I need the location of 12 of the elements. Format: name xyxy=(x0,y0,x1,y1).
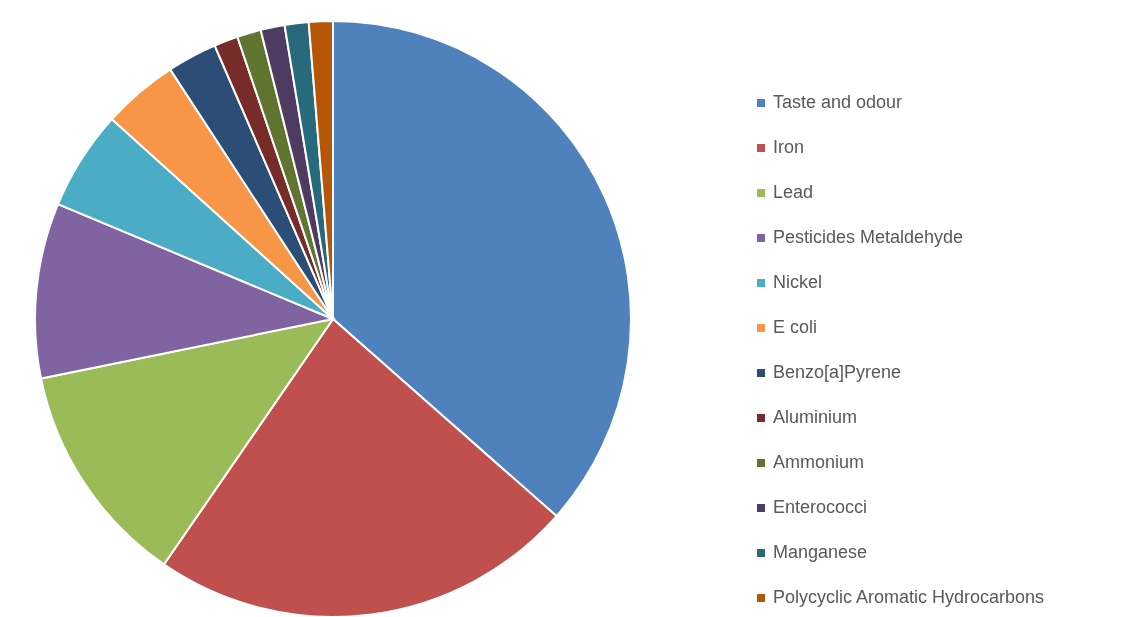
legend-label: Manganese xyxy=(773,542,868,563)
legend-label: Lead xyxy=(773,182,814,203)
legend-label: Pesticides Metaldehyde xyxy=(773,227,964,248)
legend-label: Nickel xyxy=(773,272,823,293)
legend-label: Aluminium xyxy=(773,407,858,428)
legend-label: Iron xyxy=(773,137,805,158)
legend-label: Polycyclic Aromatic Hydrocarbons xyxy=(773,587,1045,608)
legend-label: E coli xyxy=(773,317,818,338)
legend-label: Taste and odour xyxy=(773,92,903,113)
legend-label: Enterococci xyxy=(773,497,868,518)
legend-label: Ammonium xyxy=(773,452,865,473)
legend-label: Benzo[a]Pyrene xyxy=(773,362,902,383)
